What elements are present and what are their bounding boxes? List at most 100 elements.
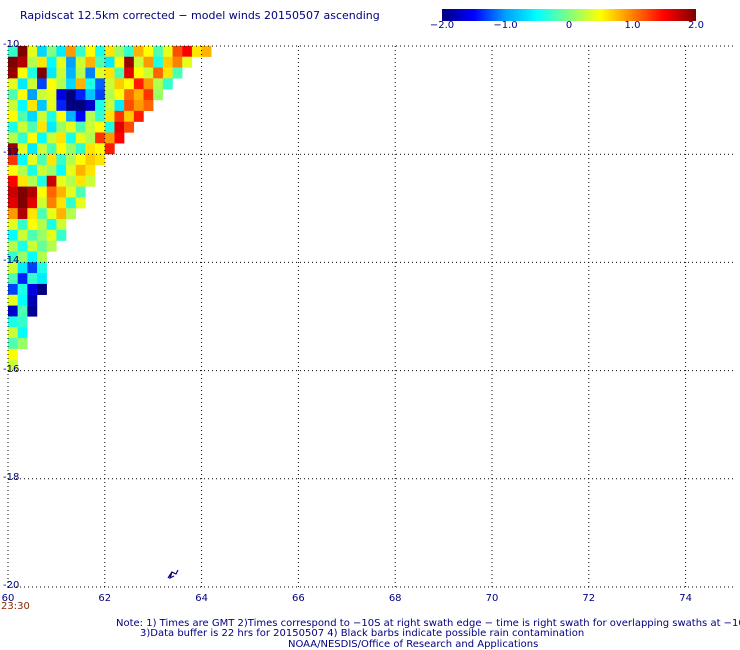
- swath-cell: [66, 100, 76, 112]
- swath-cell: [37, 67, 47, 79]
- swath-cell: [143, 67, 154, 79]
- swath-cell: [8, 305, 18, 317]
- swath-cell: [124, 121, 135, 133]
- wind-barb-icon: [167, 569, 179, 580]
- swath-cell: [8, 219, 18, 231]
- swath-cell: [153, 67, 164, 79]
- swath-cell: [8, 56, 18, 68]
- swath-cell: [46, 143, 57, 155]
- note-line-3: NOAA/NESDIS/Office of Research and Appli…: [288, 639, 539, 650]
- swath-cell: [153, 45, 164, 57]
- swath-cell: [56, 110, 67, 122]
- swath-cell: [46, 186, 57, 198]
- swath-cell: [56, 154, 67, 166]
- swath-cell: [17, 132, 28, 144]
- swath-cell: [95, 56, 105, 68]
- swath-cell: [85, 164, 96, 176]
- swath-cell: [17, 45, 28, 57]
- swath-cell: [104, 45, 115, 57]
- swath-cell: [8, 45, 18, 57]
- swath-cell: [46, 229, 57, 241]
- swath-cell: [17, 229, 28, 241]
- swath-cell: [172, 67, 183, 79]
- swath-cell: [17, 283, 28, 295]
- swath-cell: [46, 100, 57, 112]
- swath-cell: [8, 316, 18, 328]
- swath-cell: [27, 164, 38, 176]
- swath-cell: [75, 56, 86, 68]
- swath-cell: [114, 132, 125, 144]
- swath-cell: [75, 110, 86, 122]
- swath-cell: [27, 175, 38, 187]
- swath-cell: [104, 89, 115, 101]
- swath-cell: [153, 89, 164, 101]
- swath-cell: [8, 283, 18, 295]
- swath-cell: [37, 78, 47, 90]
- swath-cell: [17, 186, 28, 198]
- swath-cell: [104, 110, 115, 122]
- swath-cell: [114, 100, 125, 112]
- swath-cell: [66, 154, 76, 166]
- swath-cell: [37, 121, 47, 133]
- swath-cell: [37, 208, 47, 220]
- swath-cell: [56, 197, 67, 209]
- swath-cell: [172, 45, 183, 57]
- swath-cell: [37, 45, 47, 57]
- swath-cell: [17, 154, 28, 166]
- swath-cell: [46, 240, 57, 252]
- swath-cell: [66, 56, 76, 68]
- swath-cell: [56, 186, 67, 198]
- swath-cell: [95, 110, 105, 122]
- swath-cell: [95, 143, 105, 155]
- colorbar-tick-label: 0: [565, 20, 573, 31]
- swath-cell: [8, 121, 18, 133]
- swath-cell: [75, 121, 86, 133]
- swath-cell: [37, 154, 47, 166]
- swath-cell: [143, 89, 154, 101]
- swath-cell: [27, 67, 38, 79]
- swath-cell: [27, 283, 38, 295]
- lon-label: 62: [98, 593, 112, 604]
- swath-cell: [85, 175, 96, 187]
- swath-cell: [17, 89, 28, 101]
- swath-cell: [114, 78, 125, 90]
- swath-cell: [66, 164, 76, 176]
- swath-cell: [46, 67, 57, 79]
- swath-cell: [56, 175, 67, 187]
- swath-cell: [182, 56, 193, 68]
- swath-cell: [153, 78, 164, 90]
- swath-cell: [56, 56, 67, 68]
- swath-cell: [46, 219, 57, 231]
- swath-cell: [8, 208, 18, 220]
- swath-cell: [114, 121, 125, 133]
- swath-cell: [104, 100, 115, 112]
- swath-cell: [8, 175, 18, 187]
- swath-cell: [85, 56, 96, 68]
- swath-cell: [124, 45, 135, 57]
- swath-cell: [143, 56, 154, 68]
- swath-cell: [85, 45, 96, 57]
- swath-cell: [37, 197, 47, 209]
- note-line-2: 3)Data buffer is 22 hrs for 20150507 4) …: [140, 628, 585, 639]
- swath-cell: [66, 45, 76, 57]
- swath-cell: [37, 143, 47, 155]
- swath-cell: [66, 132, 76, 144]
- swath-cell: [27, 143, 38, 155]
- swath-cell: [27, 208, 38, 220]
- swath-cell: [95, 132, 105, 144]
- swath-cell: [17, 67, 28, 79]
- swath-cell: [17, 305, 28, 317]
- lat-label: -18: [3, 471, 20, 483]
- swath-cell: [75, 186, 86, 198]
- swath-cell: [37, 100, 47, 112]
- swath-cell: [75, 197, 86, 209]
- swath-cell: [104, 121, 115, 133]
- swath-cell: [46, 208, 57, 220]
- swath-cell: [56, 229, 67, 241]
- swath-cell: [8, 110, 18, 122]
- swath-cell: [85, 132, 96, 144]
- swath-cell: [46, 175, 57, 187]
- swath-cell: [75, 89, 86, 101]
- swath-cell: [56, 67, 67, 79]
- swath-cell: [133, 78, 144, 90]
